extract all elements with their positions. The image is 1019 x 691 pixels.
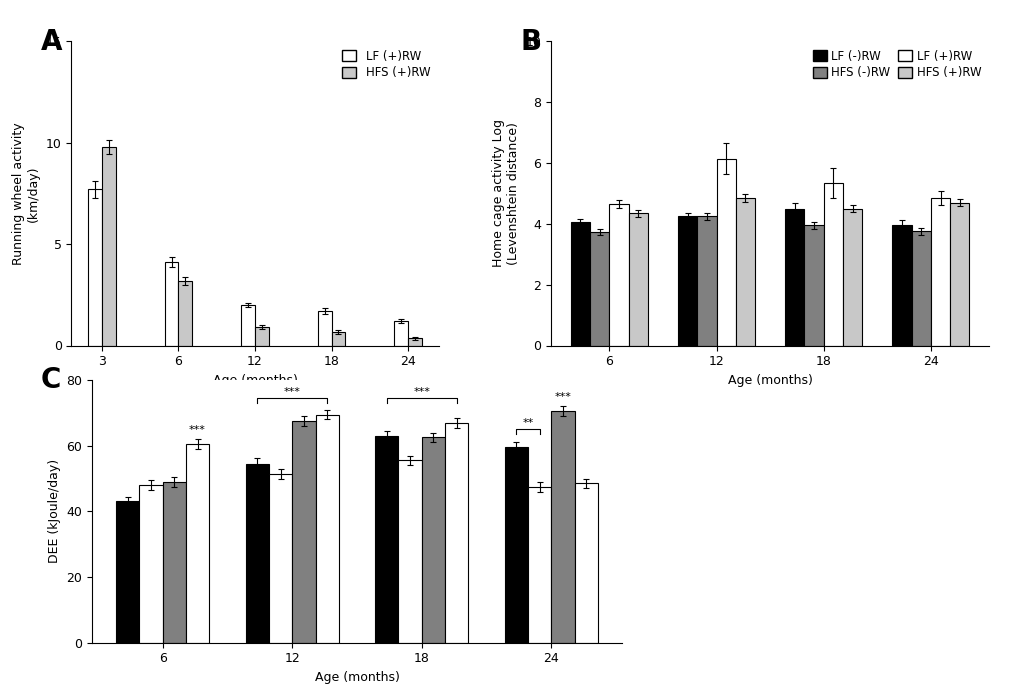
Legend: LF (-)RW, HFS (-)RW, LF (+)RW, HFS (+)RW: LF (-)RW, HFS (-)RW, LF (+)RW, HFS (+)RW xyxy=(809,48,982,82)
Bar xyxy=(715,158,735,346)
Bar xyxy=(116,502,140,643)
Bar xyxy=(930,198,950,346)
Bar xyxy=(444,423,468,643)
Bar xyxy=(164,263,178,346)
X-axis label: Age (months): Age (months) xyxy=(727,374,812,387)
Y-axis label: Home cage activity Log
(Levenshtein distance): Home cage activity Log (Levenshtein dist… xyxy=(491,120,519,267)
Bar xyxy=(735,198,754,346)
Bar xyxy=(246,464,269,643)
Bar xyxy=(504,447,528,643)
Text: C: C xyxy=(41,366,61,395)
Bar xyxy=(823,183,842,346)
Bar xyxy=(892,225,911,346)
Bar xyxy=(162,482,185,643)
Bar xyxy=(608,204,628,346)
Bar xyxy=(255,328,269,346)
X-axis label: Age (months): Age (months) xyxy=(314,671,399,684)
Bar xyxy=(140,485,162,643)
Bar xyxy=(785,209,804,346)
Bar xyxy=(950,202,968,346)
Text: ***: *** xyxy=(554,392,571,402)
Bar xyxy=(422,437,444,643)
Legend: LF (+)RW, HFS (+)RW: LF (+)RW, HFS (+)RW xyxy=(339,48,432,82)
Bar xyxy=(408,339,422,346)
Bar xyxy=(88,189,102,346)
Bar xyxy=(571,223,589,346)
Bar xyxy=(269,473,291,643)
Text: B: B xyxy=(520,28,541,56)
Bar xyxy=(574,484,597,643)
Bar xyxy=(318,311,331,346)
Bar xyxy=(394,321,408,346)
Bar xyxy=(842,209,861,346)
Text: A: A xyxy=(41,28,62,56)
Bar xyxy=(551,411,574,643)
Bar xyxy=(678,216,697,346)
Y-axis label: DEE (kJoule/day): DEE (kJoule/day) xyxy=(48,460,60,563)
Bar xyxy=(398,460,422,643)
Bar xyxy=(628,214,647,346)
Bar xyxy=(291,421,315,643)
Bar xyxy=(804,225,823,346)
Bar xyxy=(331,332,345,346)
X-axis label: Age (months): Age (months) xyxy=(212,374,298,387)
Text: ***: *** xyxy=(283,387,301,397)
Y-axis label: Running wheel activity
(km/day): Running wheel activity (km/day) xyxy=(12,122,40,265)
Bar xyxy=(315,415,338,643)
Text: ***: *** xyxy=(189,425,206,435)
Text: ***: *** xyxy=(413,387,430,397)
Bar xyxy=(240,305,255,346)
Bar xyxy=(697,216,715,346)
Bar xyxy=(375,436,398,643)
Bar xyxy=(911,231,930,346)
Bar xyxy=(185,444,209,643)
Text: **: ** xyxy=(522,418,533,428)
Bar xyxy=(102,147,115,346)
Bar xyxy=(589,232,608,346)
Bar xyxy=(528,486,551,643)
Bar xyxy=(178,281,192,346)
